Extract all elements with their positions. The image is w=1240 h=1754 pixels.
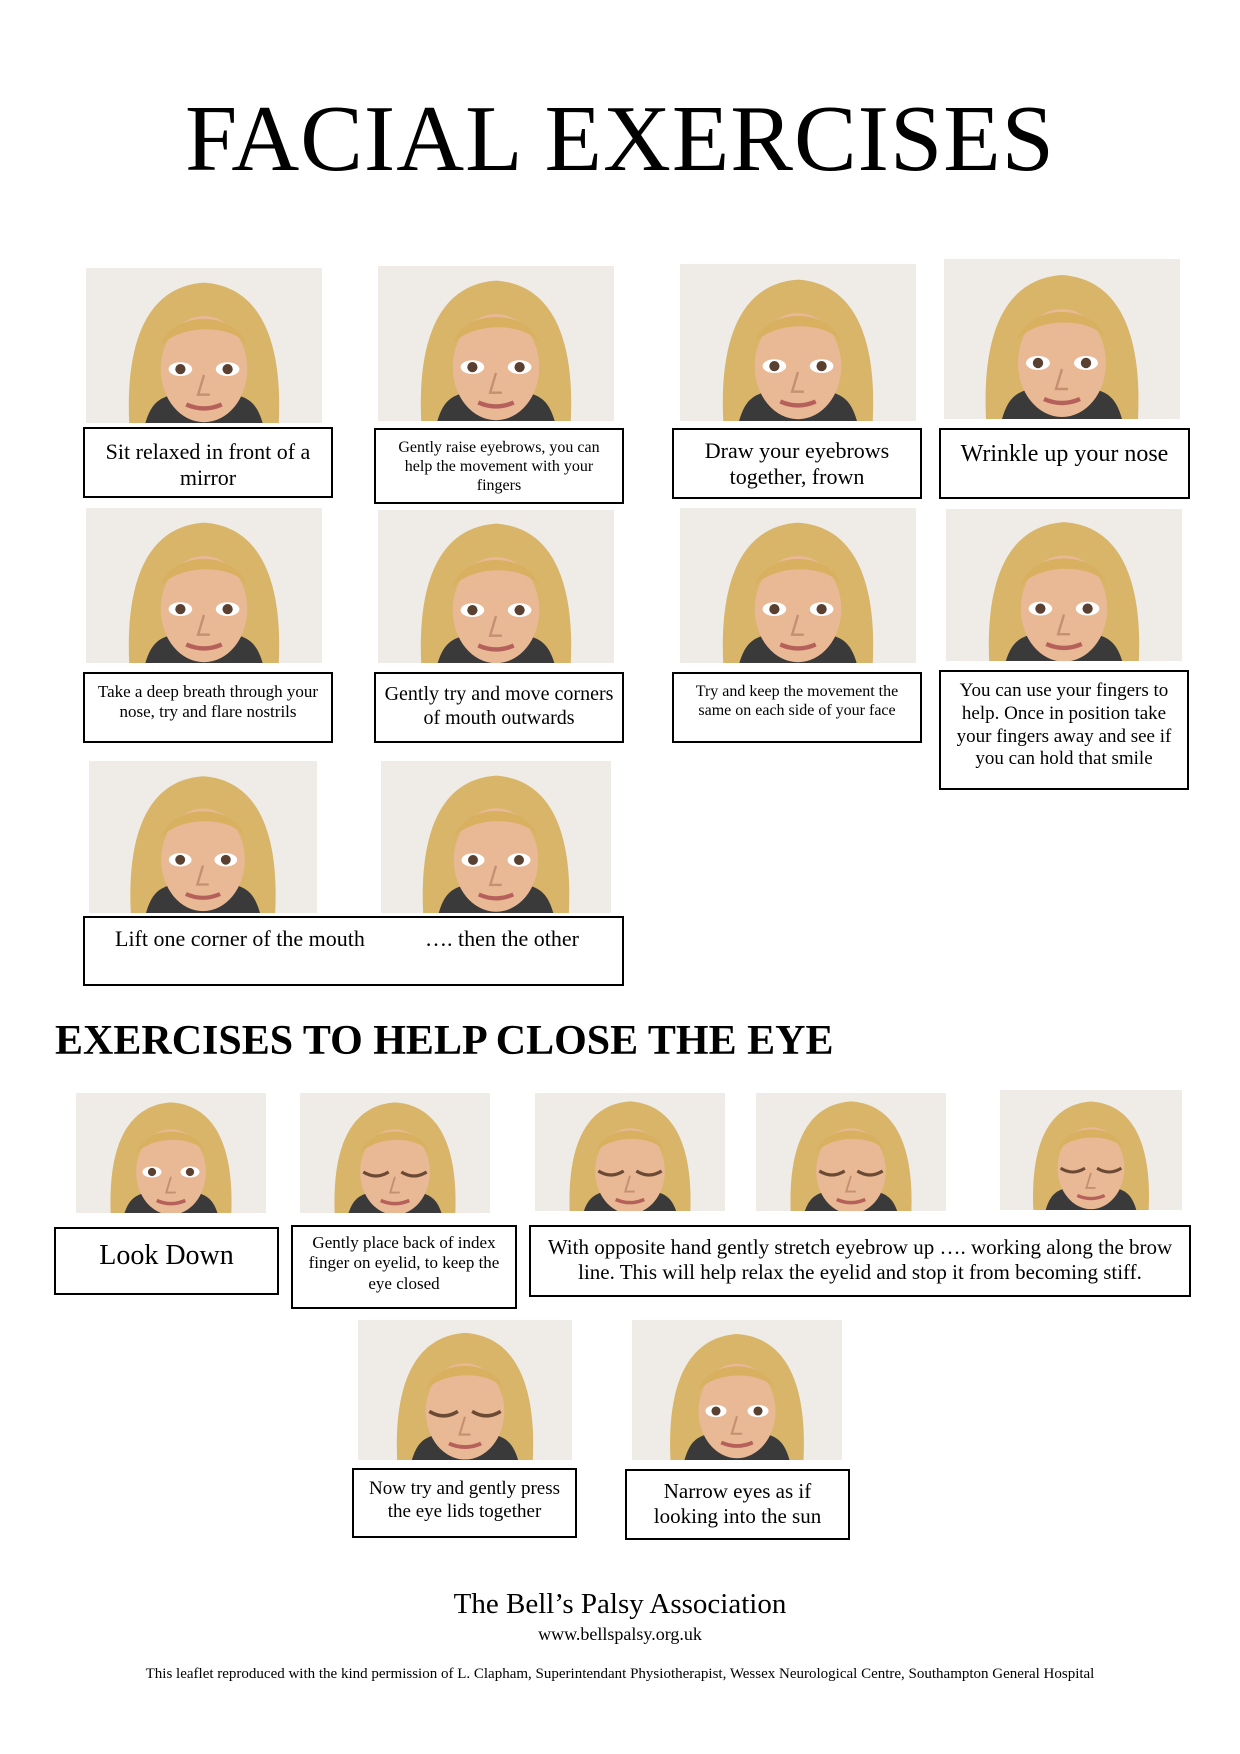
caption-lift-mouth-corners: Lift one corner of the mouth …. then the… xyxy=(83,916,624,986)
caption-stretch-eyebrow: With opposite hand gently stretch eyebro… xyxy=(529,1225,1191,1297)
footer-website: www.bellspalsy.org.uk xyxy=(538,1624,702,1644)
eye-photo-look-down xyxy=(76,1093,266,1213)
footer-permission-note: This leaflet reproduced with the kind pe… xyxy=(145,1666,1095,1682)
caption-press-lids: Now try and gently press the eye lids to… xyxy=(352,1468,577,1538)
eye-photo-finger-on-eyelid xyxy=(300,1093,490,1213)
eye-photo-stretch-eyebrow-1 xyxy=(535,1093,725,1211)
caption-then-the-other: …. then the other xyxy=(425,926,579,951)
footer-organisation: The Bell’s Palsy Association xyxy=(453,1588,787,1620)
exercise-photo-then-other xyxy=(381,761,611,913)
eye-photo-narrow-eyes xyxy=(632,1320,842,1460)
exercise-photo-raise-eyebrows xyxy=(378,266,614,421)
exercise-photo-same-each-side xyxy=(680,508,916,663)
caption-wrinkle-nose: Wrinkle up your nose xyxy=(939,428,1190,499)
caption-mouth-outwards: Gently try and move corners of mouth out… xyxy=(374,672,624,743)
exercise-photo-flare-nostrils xyxy=(86,508,322,663)
caption-hold-smile: You can use your fingers to help. Once i… xyxy=(939,670,1189,790)
exercise-photo-hold-smile xyxy=(946,509,1182,661)
exercise-photo-sit-relaxed xyxy=(86,268,322,423)
caption-look-down: Look Down xyxy=(54,1227,279,1295)
eye-photo-press-lids xyxy=(358,1320,572,1460)
caption-lift-one-corner: Lift one corner of the mouth xyxy=(115,926,365,951)
exercise-photo-wrinkle-nose xyxy=(944,259,1180,419)
exercise-photo-lift-one-corner xyxy=(89,761,317,913)
eye-photo-stretch-eyebrow-3 xyxy=(1000,1090,1182,1210)
caption-narrow-eyes: Narrow eyes as if looking into the sun xyxy=(625,1469,850,1540)
caption-flare-nostrils: Take a deep breath through your nose, tr… xyxy=(83,672,333,743)
eye-photo-stretch-eyebrow-2 xyxy=(756,1093,946,1211)
exercise-photo-frown xyxy=(680,264,916,421)
caption-raise-eyebrows: Gently raise eyebrows, you can help the … xyxy=(374,428,624,504)
page-title: FACIAL EXERCISES xyxy=(185,87,1055,191)
caption-sit-relaxed: Sit relaxed in front of a mirror xyxy=(83,427,333,498)
caption-same-each-side: Try and keep the movement the same on ea… xyxy=(672,672,922,743)
caption-finger-on-eyelid: Gently place back of index finger on eye… xyxy=(291,1225,517,1309)
caption-frown: Draw your eyebrows together, frown xyxy=(672,428,922,499)
eye-section-title: EXERCISES TO HELP CLOSE THE EYE xyxy=(55,1018,834,1064)
exercise-photo-mouth-outwards xyxy=(378,510,614,663)
